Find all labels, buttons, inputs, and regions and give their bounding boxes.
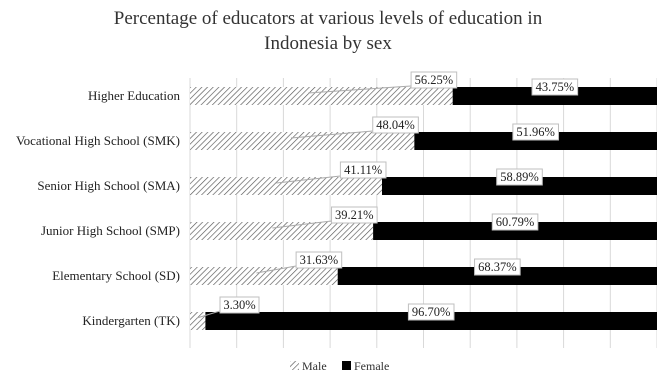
bar-female <box>381 177 657 195</box>
bar-female <box>337 267 657 285</box>
data-label-male: 3.30% <box>223 298 255 312</box>
bar-male <box>190 222 374 240</box>
data-label-male: 48.04% <box>376 118 415 132</box>
data-label-box-male <box>331 206 378 224</box>
category-labels: Higher Education Vocational High School (… <box>16 88 181 328</box>
data-label-female: 60.79% <box>496 215 535 229</box>
bars <box>190 87 657 330</box>
leader-line <box>272 220 332 229</box>
data-label-box-female <box>474 258 521 276</box>
bar-female <box>205 312 657 330</box>
category-label: Kindergarten (TK) <box>82 313 180 328</box>
leader-line <box>196 310 221 319</box>
bar-male <box>190 177 382 195</box>
bar-male <box>190 132 415 150</box>
data-label-box-male <box>219 296 260 314</box>
data-label-box-male <box>372 116 419 134</box>
bar-female <box>414 132 657 150</box>
category-label: Elementary School (SD) <box>52 268 180 283</box>
data-label-male: 41.11% <box>344 163 382 177</box>
legend-label-male: Male <box>302 359 327 373</box>
category-label: Vocational High School (SMK) <box>16 133 180 148</box>
bar-male <box>190 267 338 285</box>
data-label-box-female <box>531 78 579 96</box>
leader-line <box>308 85 412 94</box>
data-label-box-female <box>407 303 455 321</box>
leader-line <box>276 175 341 184</box>
data-label-box-male <box>410 71 458 89</box>
data-label-male: 39.21% <box>335 208 374 222</box>
data-label-female: 68.37% <box>478 260 517 274</box>
chart-title-line-1: Percentage of educators at various level… <box>114 8 543 29</box>
leader-line <box>256 265 297 274</box>
data-label-female: 96.70% <box>412 305 451 319</box>
legend: Male Female <box>290 359 389 373</box>
data-labels: 56.25% 43.75% 48.04% 51.96% 41.11% 58.89% 39.2… <box>196 71 579 321</box>
data-label-male: 56.25% <box>415 73 454 87</box>
data-label-box-male <box>295 251 343 269</box>
bar-female <box>373 222 657 240</box>
bar-female <box>452 87 657 105</box>
leader-line <box>290 130 373 139</box>
data-label-box-female <box>512 123 559 141</box>
data-label-box-female <box>491 213 539 231</box>
bar-male <box>190 87 453 105</box>
data-label-female: 51.96% <box>516 125 555 139</box>
category-label: Senior High School (SMA) <box>37 178 180 193</box>
legend-swatch-male <box>290 361 299 370</box>
data-label-female: 43.75% <box>536 80 575 94</box>
bar-male <box>190 312 206 330</box>
category-label: Junior High School (SMP) <box>41 223 180 238</box>
data-label-box-male <box>339 161 387 179</box>
legend-swatch-female <box>342 361 351 370</box>
legend-label-female: Female <box>354 359 389 373</box>
data-label-male: 31.63% <box>300 253 339 267</box>
category-label: Higher Education <box>88 88 181 103</box>
chart-title-line-2: Indonesia by sex <box>264 33 392 54</box>
data-label-box-female <box>496 168 543 186</box>
data-label-female: 58.89% <box>500 170 539 184</box>
